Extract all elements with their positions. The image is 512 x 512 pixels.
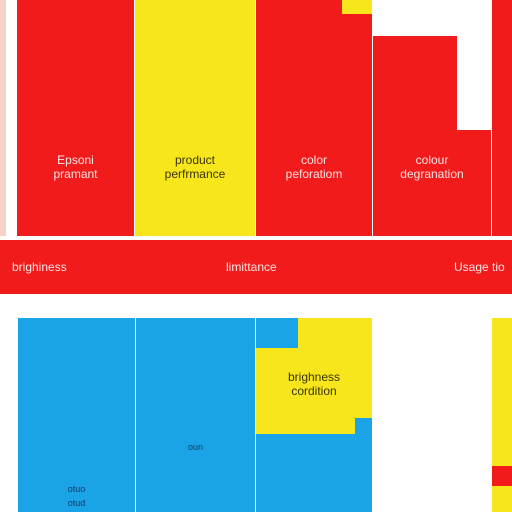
blue-left-label: otuo otud (18, 482, 135, 510)
middle-band (0, 240, 512, 294)
tile-product-label: product perfrmance (135, 153, 255, 181)
top-right-yellow-notch (342, 0, 372, 14)
far-right-yellow-strip (492, 318, 512, 512)
tile-epsoni-label: Epsoni pramant (17, 153, 134, 181)
band-label-left: brighiness (12, 260, 67, 274)
tile-brighness-line1: brighness (287, 370, 341, 384)
blue-center-label: oun (136, 440, 255, 454)
tile-colour-line1: colour (415, 153, 449, 167)
tile-colour-label: colour degranation (373, 153, 491, 181)
blue-left-line1: otuo (67, 484, 86, 494)
tile-color-label: color peforatiom (256, 153, 372, 181)
tile-epsoni-pramant: Epsoni pramant (17, 0, 134, 236)
tile-blue-center: oun (136, 318, 255, 512)
tile-brighness-line2: cordition (291, 384, 337, 398)
tile-epsoni-line1: Epsoni (57, 153, 94, 167)
far-right-red-strip (492, 0, 512, 236)
band-label-center: limittance (226, 260, 277, 274)
far-right-red-accent (492, 466, 512, 486)
band-label-right: Usage tio (454, 260, 505, 274)
tile-colour-line2: degranation (400, 167, 464, 181)
tile-product-line2: perfrmance (164, 167, 226, 181)
tile-brighness-label: brighness cordition (256, 370, 372, 398)
tile-epsoni-line2: pramant (53, 167, 98, 181)
tile-product-line1: product (174, 153, 216, 167)
yellow-tile-blue-notch-bottom (355, 418, 372, 434)
blue-center-line1: oun (187, 442, 204, 452)
tile-color-peforatiom: color peforatiom (256, 0, 372, 236)
tile-color-line1: color (300, 153, 327, 167)
tile-blue-left: otuo otud (18, 318, 135, 512)
tile-color-line2: peforatiom (285, 167, 343, 181)
left-edge-strip (0, 0, 6, 236)
top-right-cutout-side (457, 0, 491, 130)
blue-left-line2: otud (67, 498, 86, 508)
yellow-tile-blue-notch-top (256, 318, 298, 348)
tile-product-performance: product perfrmance (135, 0, 255, 236)
